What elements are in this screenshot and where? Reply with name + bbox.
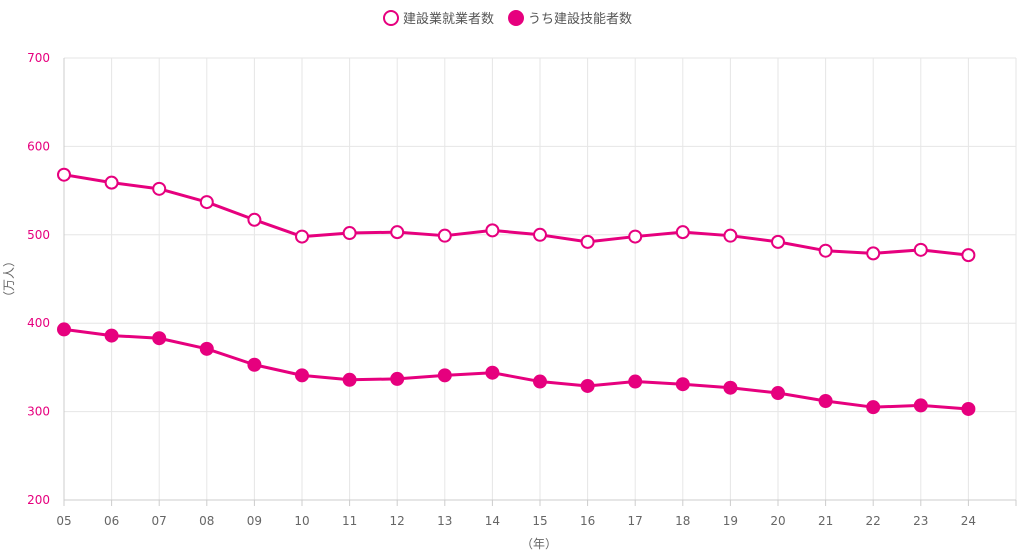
y-tick-label: 300 xyxy=(27,405,50,419)
data-point[interactable] xyxy=(961,401,976,416)
data-point[interactable] xyxy=(247,357,262,372)
x-tick-label: 15 xyxy=(532,514,547,528)
axis-layer: 200 300 400 500 600 700 05 06 07 08 09 10 11 12 13 14 15… xyxy=(27,51,1017,528)
legend-label: 建設業就業者数 xyxy=(403,11,494,27)
data-point[interactable] xyxy=(152,181,167,196)
y-tick-label: 700 xyxy=(27,51,50,65)
data-point[interactable] xyxy=(961,248,976,263)
x-tick-label: 13 xyxy=(437,514,452,528)
x-tick-label: 21 xyxy=(818,514,833,528)
data-point[interactable] xyxy=(913,242,928,257)
data-point[interactable] xyxy=(723,228,738,243)
series-layer xyxy=(57,167,976,416)
data-point[interactable] xyxy=(580,234,595,249)
x-tick-label: 14 xyxy=(485,514,500,528)
data-point[interactable] xyxy=(628,374,643,389)
data-point[interactable] xyxy=(342,372,357,387)
y-tick-label: 400 xyxy=(27,316,50,330)
x-tick-label: 18 xyxy=(675,514,690,528)
legend-item[interactable]: うち建設技能者数 xyxy=(508,10,632,27)
data-point[interactable] xyxy=(533,227,547,242)
data-point[interactable] xyxy=(390,371,405,386)
data-point[interactable] xyxy=(104,328,119,343)
x-tick-label: 06 xyxy=(104,514,119,528)
data-point[interactable] xyxy=(390,225,405,240)
data-point[interactable] xyxy=(866,400,881,415)
data-point[interactable] xyxy=(247,212,262,227)
x-tick-label: 22 xyxy=(866,514,881,528)
x-tick-label: 10 xyxy=(294,514,309,528)
data-point[interactable] xyxy=(771,234,785,249)
data-point[interactable] xyxy=(199,341,214,356)
data-point[interactable] xyxy=(57,322,71,337)
filled-circle-icon xyxy=(508,10,524,26)
x-tick-label: 09 xyxy=(247,514,262,528)
data-point[interactable] xyxy=(866,246,881,261)
data-point[interactable] xyxy=(152,331,167,346)
data-point[interactable] xyxy=(580,378,595,393)
series-line xyxy=(63,173,969,257)
data-point[interactable] xyxy=(628,229,643,244)
x-tick-label: 12 xyxy=(390,514,405,528)
x-tick-label: 16 xyxy=(580,514,595,528)
x-tick-label: 20 xyxy=(770,514,785,528)
data-point[interactable] xyxy=(295,368,309,383)
data-point[interactable] xyxy=(771,386,785,401)
legend-item[interactable]: 建設業就業者数 xyxy=(383,10,494,27)
y-tick-label: 600 xyxy=(27,139,50,153)
x-tick-label: 19 xyxy=(723,514,738,528)
x-tick-label: 05 xyxy=(56,514,71,528)
x-tick-label: 24 xyxy=(961,514,976,528)
data-point[interactable] xyxy=(675,377,690,392)
series-line xyxy=(63,327,969,411)
y-tick-label: 500 xyxy=(27,228,50,242)
hollow-circle-icon xyxy=(383,10,399,26)
x-tick-label: 08 xyxy=(199,514,214,528)
y-tick-label: 200 xyxy=(27,493,50,507)
data-point[interactable] xyxy=(437,368,452,383)
data-point[interactable] xyxy=(437,228,452,243)
data-point[interactable] xyxy=(675,225,690,240)
x-tick-label: 23 xyxy=(913,514,928,528)
data-point[interactable] xyxy=(533,374,547,389)
data-point[interactable] xyxy=(199,195,214,210)
data-point[interactable] xyxy=(57,167,71,182)
data-point[interactable] xyxy=(723,380,738,395)
y-axis-label: （万人） xyxy=(2,255,16,303)
data-point[interactable] xyxy=(104,175,119,190)
x-axis-label: （年） xyxy=(521,537,557,551)
data-point[interactable] xyxy=(818,393,833,408)
data-point[interactable] xyxy=(342,226,357,241)
x-tick-label: 07 xyxy=(152,514,167,528)
grid-layer xyxy=(63,57,1017,501)
series-1 xyxy=(57,167,976,263)
legend-label: うち建設技能者数 xyxy=(528,11,632,27)
data-point[interactable] xyxy=(818,243,833,258)
data-point[interactable] xyxy=(485,223,500,238)
data-point[interactable] xyxy=(485,365,500,380)
data-point[interactable] xyxy=(913,398,928,413)
series-2 xyxy=(57,322,976,416)
legend[interactable]: 建設業就業者数 うち建設技能者数 xyxy=(383,10,632,27)
data-point[interactable] xyxy=(295,229,309,244)
x-tick-label: 11 xyxy=(342,514,357,528)
x-tick-label: 17 xyxy=(628,514,643,528)
